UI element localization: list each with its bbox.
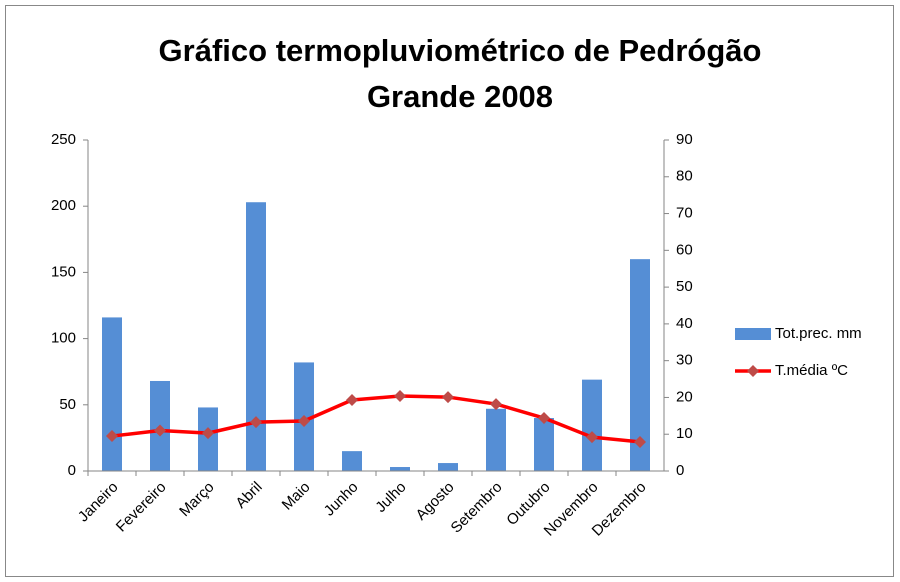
y2-tick-label: 10 xyxy=(676,425,693,442)
bar xyxy=(342,451,362,471)
marker xyxy=(106,430,118,443)
chart-border xyxy=(5,5,894,577)
marker xyxy=(634,435,646,448)
bar xyxy=(486,408,506,471)
marker xyxy=(394,389,406,402)
marker xyxy=(298,414,310,427)
y-tick-label: 250 xyxy=(51,131,76,148)
y2-tick-label: 80 xyxy=(676,168,693,185)
y2-tick-label: 70 xyxy=(676,205,693,222)
marker xyxy=(250,416,262,429)
marker xyxy=(346,394,358,407)
bar xyxy=(102,317,122,471)
bar xyxy=(438,463,458,471)
legend-marker xyxy=(747,365,759,377)
legend-label: T.média ºC xyxy=(775,362,848,379)
y2-tick-label: 90 xyxy=(676,131,693,148)
marker xyxy=(586,431,598,444)
legend-label: Tot.prec. mm xyxy=(775,325,862,342)
marker xyxy=(202,427,214,440)
legend-swatch xyxy=(735,328,771,340)
chart-title: Gráfico termopluviométrico de Pedrógão G… xyxy=(158,33,762,114)
bar xyxy=(390,467,410,471)
marker xyxy=(154,424,166,437)
y2-tick-label: 60 xyxy=(676,241,693,258)
y-tick-label: 0 xyxy=(68,462,76,479)
y2-tick-label: 30 xyxy=(676,352,693,369)
marker xyxy=(538,412,550,425)
y-tick-label: 50 xyxy=(59,396,76,413)
bar xyxy=(582,379,602,471)
bar xyxy=(246,202,266,471)
marker xyxy=(442,391,454,404)
y2-tick-label: 40 xyxy=(676,315,693,332)
bar xyxy=(534,418,554,471)
bar xyxy=(630,259,650,471)
line xyxy=(111,394,641,444)
y2-tick-label: 0 xyxy=(676,462,684,479)
y-tick-label: 150 xyxy=(51,263,76,280)
bar xyxy=(198,407,218,471)
y-tick-label: 200 xyxy=(51,197,76,214)
y2-tick-label: 50 xyxy=(676,278,693,295)
y2-tick-label: 20 xyxy=(676,388,693,405)
marker xyxy=(490,398,502,411)
y-tick-label: 100 xyxy=(51,330,76,347)
